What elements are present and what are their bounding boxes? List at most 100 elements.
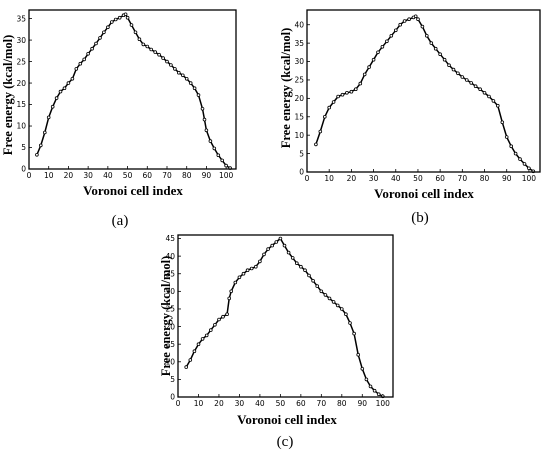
panel-a-data-point [94,41,98,46]
panel-c-data-point [196,342,201,347]
panel-c-frame [177,234,394,398]
panel-b-ytick-label: 35 [294,39,304,48]
panel-a-data-point [137,37,142,41]
panel-a-markers [35,12,232,170]
panel-b-data-point [438,52,442,56]
panel-c-xtick-label: 0 [176,399,181,408]
panel-a-xtick-label: 30 [83,171,93,180]
panel-c-data-point [331,300,336,304]
panel-c-data-point [221,314,225,319]
panel-a-data-point [66,81,71,85]
panel-c-data-point [258,259,262,264]
panel-a-data-point [202,117,207,122]
panel-a-data-point [38,143,43,148]
panel-c-ticks: 0 10 20 30 40 50 60 70 80 90 100 0 5 10 15 20 25 30 35 40 45 [165,234,390,408]
panel-a-ylabel: Free energy (kcal/mol) [1,35,15,156]
panel-a-data-point [153,50,158,54]
panel-a-data-point [196,93,201,97]
panel-a-data-point [184,77,189,81]
panel-b-data-point [371,57,376,62]
panel-a-data-point [86,51,90,56]
panel-c-data-point [360,366,365,371]
panel-c-data-point [368,384,373,389]
panel-b-ytick-label: 0 [299,168,304,177]
panel-b-data-point [522,162,527,166]
panel-c-data-point [245,268,250,273]
panel-c-ytick-label: 40 [165,252,175,261]
panel-b-ytick-label: 30 [294,57,304,66]
panel-b-data-point [469,81,474,85]
panel-c-data-point [266,247,270,251]
panel-a-data-point [58,89,63,94]
panel-a-label: (a) [112,213,129,229]
panel-c-data-point [299,264,303,269]
panel-c-data-point [356,352,361,357]
panel-b-data-point [491,99,496,103]
panel-b-data-point [429,41,434,45]
panel-b-xtick-label: 60 [435,174,445,183]
panel-a-data-point [169,63,173,67]
panel-b-xlabel: Voronoi cell index [374,186,474,201]
panel-a-data-point [145,44,150,49]
panel-b-data-point [314,142,318,147]
panel-b-data-point [460,75,465,79]
panel-b-ticks: 0 10 20 30 40 50 60 70 80 90 100 0 5 10 15 20 25 30 35 40 [294,20,536,183]
panel-b-data-point [500,120,505,125]
panel-b-data-point [402,19,407,23]
panel-c-markers [184,236,385,399]
panel-c-data-point [254,264,258,269]
panel-b-xtick-label: 100 [522,174,537,183]
panel-a-ytick-label: 0 [21,165,26,174]
panel-b-data-point [451,67,456,72]
panel-a-data-point [82,57,86,62]
panel-a-data-point [200,107,205,111]
panel-b-data-point [362,72,367,77]
panel-c-xtick-label: 60 [296,399,306,408]
panel-b-data-point [513,151,518,156]
panel-c: 0 10 20 30 40 50 60 70 80 90 100 0 5 10 15 20 25 30 35 40 45… [159,234,394,450]
panel-c-ytick-label: 35 [165,269,175,278]
panel-b-xtick-label: 70 [458,174,468,183]
panel-a-data-point [106,25,110,30]
panel-b-xtick-label: 50 [413,174,423,183]
panel-a-data-point [212,146,217,151]
panel-b-data-point [456,71,460,76]
panel-c-ytick-label: 10 [165,357,175,366]
panel-c-xtick-label: 50 [276,399,286,408]
panel-a-data-point [117,15,122,20]
panel-c-data-point [327,296,332,301]
panel-b-data-point [349,89,354,94]
panel-a-ytick-label: 30 [16,36,26,45]
panel-b-xtick-label: 80 [480,174,490,183]
panel-b: 0 10 20 30 40 50 60 70 80 90 100 0 5 10 15 20 25 30 35 40 V… [279,9,541,226]
panel-a-data-point [50,104,55,109]
panel-a-data-point [188,81,193,85]
panel-a-data-point [165,59,169,64]
panel-c-data-point [376,392,381,397]
panel-a-xtick-label: 80 [182,171,192,180]
panel-c-data-point [274,240,279,244]
panel-b-data-point [398,22,403,27]
panel-c-xtick-label: 100 [376,399,391,408]
panel-c-data-point [227,296,232,301]
panel-b-data-point [358,81,363,86]
panel-c-data-point [204,333,209,338]
panel-c-data-point [225,312,229,317]
panel-b-ytick-label: 5 [299,149,304,158]
panel-b-xtick-label: 0 [305,174,310,183]
panel-a-data-point [141,42,146,47]
panel-b-data-point [345,91,349,95]
panel-a-ytick-label: 15 [16,100,26,109]
panel-c-data-point [213,322,217,327]
panel-b-data-point [504,135,509,139]
panel-b-data-point [331,100,336,104]
panel-b-data-point [442,57,447,62]
panel-c-xlabel: Voronoi cell index [237,412,337,427]
panel-c-data-point [348,321,352,325]
panel-b-frame [306,9,541,173]
panel-b-data-point [495,103,500,108]
panel-a-series-line [36,13,231,169]
panel-b-data-point [380,44,385,49]
panel-a-xtick-label: 20 [64,171,74,180]
panel-b-data-point [416,17,420,22]
